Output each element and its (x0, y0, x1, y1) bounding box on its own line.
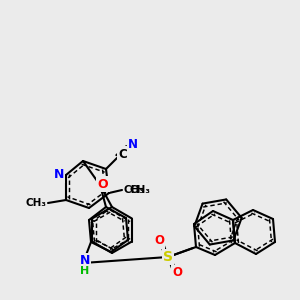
Text: N: N (54, 169, 64, 182)
Text: N: N (80, 254, 90, 268)
Text: O: O (98, 178, 108, 190)
Text: N: N (128, 137, 138, 151)
Text: O: O (154, 235, 164, 248)
Text: CH₃: CH₃ (130, 185, 151, 195)
Text: C: C (118, 148, 127, 160)
Text: S: S (163, 250, 173, 264)
Text: CH₃: CH₃ (124, 185, 145, 195)
Text: CH₃: CH₃ (25, 198, 46, 208)
Text: H: H (80, 266, 90, 276)
Text: O: O (172, 266, 182, 280)
